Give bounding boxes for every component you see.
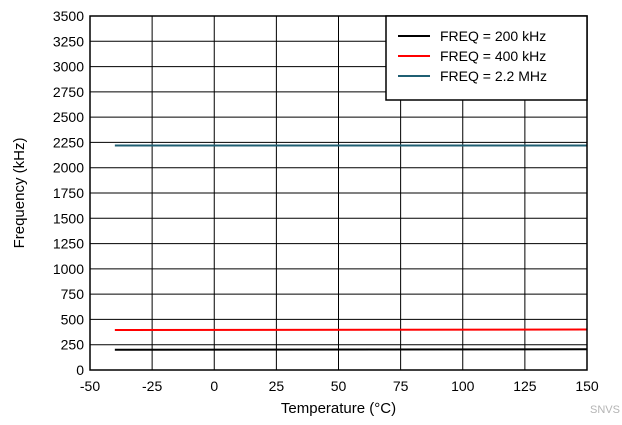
- plot-area-frame: [89, 15, 588, 371]
- x-tick-labels: -50 -25 0 25 50 75 100 125 150: [80, 378, 599, 394]
- y-axis-label: Frequency (kHz): [11, 138, 28, 249]
- x-tick-label: 50: [331, 378, 347, 394]
- legend: FREQ = 200 kHz FREQ = 400 kHz FREQ = 2.2 M…: [385, 15, 588, 101]
- x-tick-label: 0: [210, 378, 218, 394]
- y-tick-label: 2250: [53, 134, 84, 150]
- legend-label: FREQ = 400 kHz: [440, 48, 546, 64]
- series-line-1: [114, 348, 588, 351]
- y-tick-label: 2750: [53, 84, 84, 100]
- y-tick-labels: 0 250 500 750 1000 1250 1500 1750 2000 2250 2500 27…: [53, 8, 84, 378]
- legend-label: FREQ = 2.2 MHz: [440, 68, 547, 84]
- series-line-2: [114, 328, 588, 332]
- y-tick-label: 2500: [53, 109, 84, 125]
- legend-box: [385, 15, 588, 101]
- y-tick-label: 1250: [53, 236, 84, 252]
- x-tick-label: 25: [269, 378, 285, 394]
- x-tick-label: 150: [575, 378, 599, 394]
- y-tick-label: 1750: [53, 185, 84, 201]
- x-tick-label: 100: [451, 378, 475, 394]
- x-tick-label: 75: [393, 378, 409, 394]
- x-tick-label: -50: [80, 378, 100, 394]
- y-tick-label: 500: [61, 311, 85, 327]
- y-tick-label: 1500: [53, 210, 84, 226]
- y-tick-label: 2000: [53, 160, 84, 176]
- y-tick-label: 1000: [53, 261, 84, 277]
- x-tick-label: 125: [513, 378, 537, 394]
- y-tick-label: 0: [76, 362, 84, 378]
- y-tick-label: 250: [61, 337, 85, 353]
- x-axis-label: Temperature (°C): [281, 400, 396, 417]
- y-tick-label: 3250: [53, 33, 84, 49]
- x-tick-label: -25: [142, 378, 162, 394]
- watermark-text: SNVS: [590, 404, 620, 416]
- y-tick-label: 3500: [53, 8, 84, 24]
- y-tick-label: 750: [61, 286, 85, 302]
- y-tick-label: 3000: [53, 59, 84, 75]
- legend-label: FREQ = 200 kHz: [440, 28, 546, 44]
- series-lines: [114, 144, 588, 351]
